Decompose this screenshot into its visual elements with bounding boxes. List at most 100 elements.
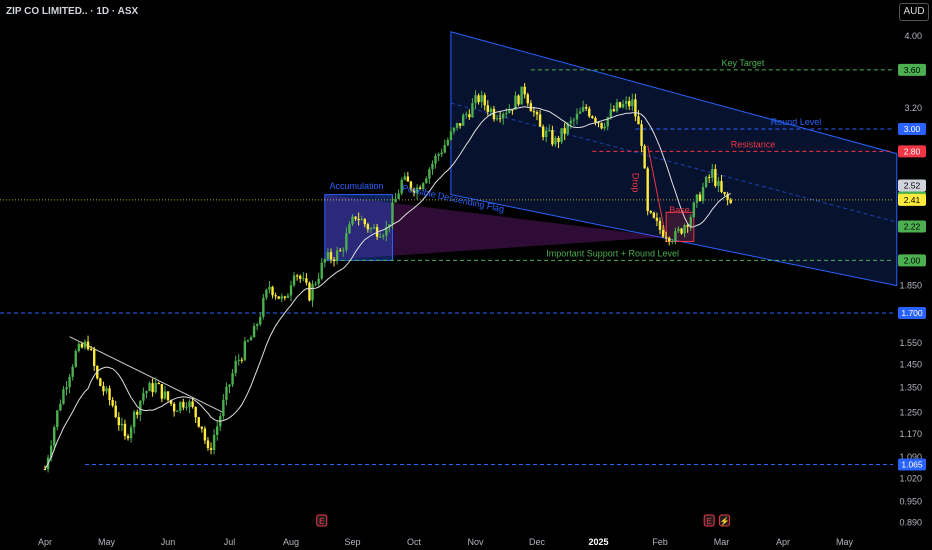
candle-body bbox=[163, 391, 167, 399]
candle-body bbox=[658, 220, 662, 230]
candle-body bbox=[569, 120, 573, 124]
y-tick-label: 3.20 bbox=[904, 103, 922, 113]
price-badge-bg bbox=[898, 458, 926, 471]
price-badge-bg bbox=[898, 122, 926, 135]
candle-body bbox=[440, 152, 443, 155]
currency-button[interactable]: AUD bbox=[899, 3, 929, 21]
candle-body bbox=[191, 401, 194, 407]
candle-body bbox=[634, 99, 637, 117]
candle-body bbox=[74, 351, 77, 367]
candle-body bbox=[259, 316, 262, 325]
candle-body bbox=[369, 228, 373, 230]
event-label: E bbox=[319, 517, 324, 526]
candle-body bbox=[372, 227, 376, 229]
candle-body bbox=[585, 106, 588, 109]
candle-body bbox=[160, 384, 164, 399]
candle-body bbox=[262, 297, 265, 317]
candle-body bbox=[354, 216, 357, 219]
candle-body bbox=[708, 176, 711, 178]
candle-body bbox=[299, 275, 302, 279]
candle-body bbox=[446, 140, 450, 146]
candle-body bbox=[89, 349, 93, 351]
price-badge-label: 3.00 bbox=[904, 124, 921, 134]
candle-body bbox=[603, 126, 606, 129]
candle-body bbox=[71, 366, 74, 377]
candle-body bbox=[452, 127, 456, 132]
candle-body bbox=[714, 169, 717, 186]
candle-body bbox=[468, 114, 471, 118]
candle-body bbox=[117, 417, 120, 426]
candle-body bbox=[505, 112, 508, 114]
candle-body bbox=[437, 154, 440, 156]
price-badge-label: 3.60 bbox=[904, 65, 921, 75]
x-axis: Apr May Jun Jul Aug Sep Oct Nov Dec 2025 Feb Mar Apr… bbox=[38, 537, 854, 547]
candle-body bbox=[415, 187, 419, 194]
base-box bbox=[665, 211, 695, 242]
x-tick-label: Mar bbox=[714, 537, 730, 547]
candle-body bbox=[237, 359, 240, 361]
candle-body bbox=[418, 187, 422, 189]
candle-body bbox=[99, 378, 102, 387]
candle-body bbox=[345, 233, 348, 250]
candle-body bbox=[689, 217, 692, 227]
candle-body bbox=[486, 105, 489, 112]
x-tick-label: 2025 bbox=[588, 537, 608, 547]
candle-body bbox=[231, 373, 234, 385]
candle-body bbox=[717, 180, 720, 186]
candle-body bbox=[243, 341, 247, 361]
y-tick-label: 1.020 bbox=[899, 473, 922, 483]
candle-body bbox=[652, 212, 656, 218]
event-marker: ⚡ bbox=[719, 514, 731, 527]
candle-body bbox=[86, 341, 90, 350]
candle-body bbox=[631, 99, 634, 107]
candle-body bbox=[425, 178, 428, 184]
candle-body bbox=[551, 130, 554, 145]
event-badge bbox=[719, 514, 731, 527]
event-badge bbox=[316, 514, 328, 527]
ma-line bbox=[44, 106, 731, 470]
event-marker: E bbox=[316, 514, 328, 527]
candle-body bbox=[640, 124, 643, 146]
candle-body bbox=[252, 326, 256, 338]
candle-body bbox=[102, 386, 105, 392]
candle-body bbox=[185, 407, 188, 409]
candle-body bbox=[111, 399, 114, 406]
candle-body bbox=[132, 411, 136, 428]
drop-arrow bbox=[647, 145, 667, 239]
candle-body bbox=[581, 106, 585, 112]
candle-body bbox=[145, 391, 148, 394]
candle-body bbox=[378, 236, 382, 238]
candle-body bbox=[704, 176, 708, 187]
candle-body bbox=[462, 115, 465, 126]
candle-body bbox=[492, 108, 496, 120]
candle-body bbox=[680, 228, 683, 234]
candle-body bbox=[382, 235, 385, 237]
candle-body bbox=[477, 95, 480, 103]
annotation-label: Round Level bbox=[771, 117, 822, 127]
candle-body bbox=[123, 423, 127, 437]
y-tick-label: 1.550 bbox=[899, 338, 922, 348]
y-tick-label: 1.350 bbox=[899, 383, 922, 393]
price-badge: 2.00 bbox=[898, 254, 926, 267]
candle-body bbox=[597, 122, 600, 124]
x-tick-label: Feb bbox=[652, 537, 668, 547]
price-badge: 2.22 bbox=[898, 220, 926, 233]
candle-body bbox=[501, 113, 505, 119]
candle-body bbox=[212, 434, 216, 450]
candle-body bbox=[166, 391, 170, 400]
candle-body bbox=[643, 145, 646, 169]
candle-body bbox=[668, 237, 671, 242]
candle-body bbox=[428, 169, 431, 179]
candle-body bbox=[65, 387, 68, 390]
x-tick-label: May bbox=[836, 537, 854, 547]
price-badge-label: 2.80 bbox=[904, 146, 921, 156]
price-badge-label: 1.065 bbox=[901, 459, 923, 469]
candle-body bbox=[151, 383, 154, 393]
candle-body bbox=[649, 210, 652, 213]
candle-body bbox=[108, 388, 111, 400]
candle-body bbox=[265, 289, 268, 298]
candle-body bbox=[83, 341, 87, 348]
candle-body bbox=[578, 111, 582, 114]
candle-body bbox=[59, 403, 62, 411]
